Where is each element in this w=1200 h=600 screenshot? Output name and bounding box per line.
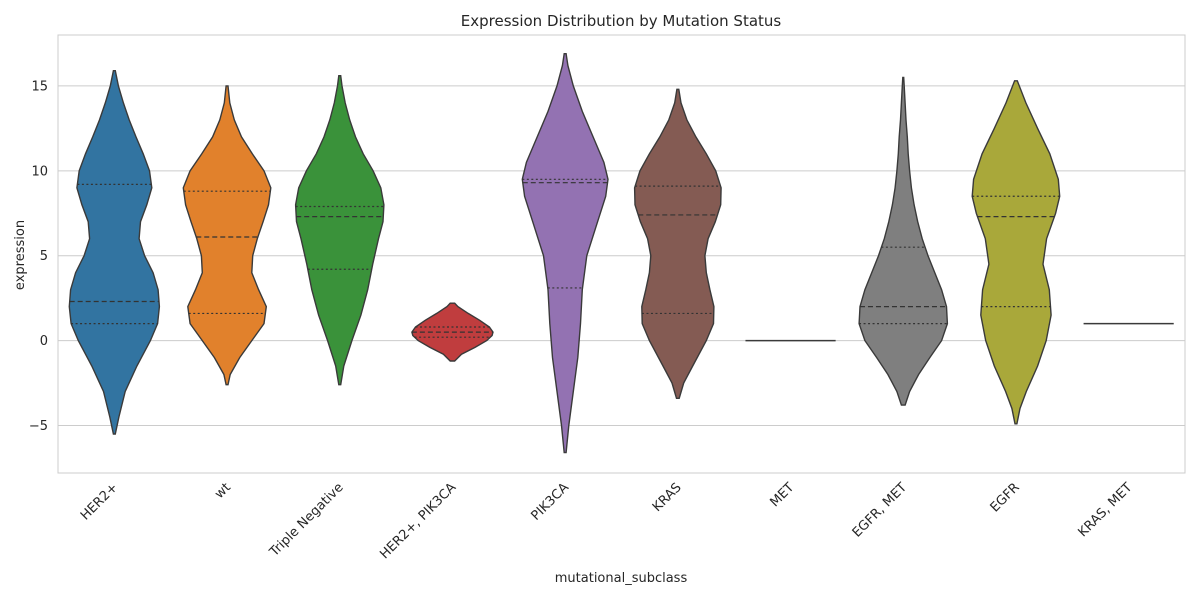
x-tick-label: wt (212, 480, 234, 502)
violin-her2 (68, 70, 161, 435)
violin-body (294, 75, 385, 386)
y-tick-label: 15 (31, 79, 48, 94)
violin-her2-pik3ca (411, 302, 494, 362)
x-tick-label: EGFR (988, 480, 1023, 515)
violin-body (521, 53, 609, 454)
x-tick-label: Triple Negative (266, 480, 346, 560)
x-tick-labels: HER2+ wt Triple Negative HER2+, PIK3CA PIK3C… (78, 480, 1136, 562)
x-tick-label: HER2+, PIK3CA (377, 480, 459, 562)
violin-egfr (971, 80, 1061, 425)
violin-pik3ca (521, 53, 609, 454)
y-tick-label: 5 (40, 249, 48, 264)
violin-body (68, 70, 161, 435)
violins (68, 53, 1174, 454)
chart-title: Expression Distribution by Mutation Stat… (461, 12, 782, 30)
x-axis-label: mutational_subclass (555, 571, 688, 586)
x-tick-label: MET (767, 480, 797, 510)
y-tick-label: 10 (31, 164, 48, 179)
violin-kras (633, 88, 722, 399)
y-tick-label: −5 (29, 419, 48, 434)
y-tick-label: 0 (40, 334, 48, 349)
violin-body (971, 80, 1061, 425)
x-tick-label: KRAS (650, 480, 685, 515)
x-tick-label: EGFR, MET (850, 480, 910, 540)
x-tick-label: KRAS, MET (1076, 480, 1136, 540)
x-tick-label: HER2+ (78, 480, 121, 523)
plot-frame (57, 34, 1186, 474)
violin-body (182, 85, 272, 386)
violin-triple-negative (294, 75, 385, 386)
y-axis-label: expression (13, 220, 28, 290)
violin-body (858, 76, 949, 406)
violin-wt (182, 85, 272, 386)
violin-body (633, 88, 722, 399)
violin-egfr-met (858, 76, 949, 406)
y-tick-labels: −5 0 5 10 15 (29, 79, 48, 434)
x-tick-label: PIK3CA (529, 480, 573, 524)
